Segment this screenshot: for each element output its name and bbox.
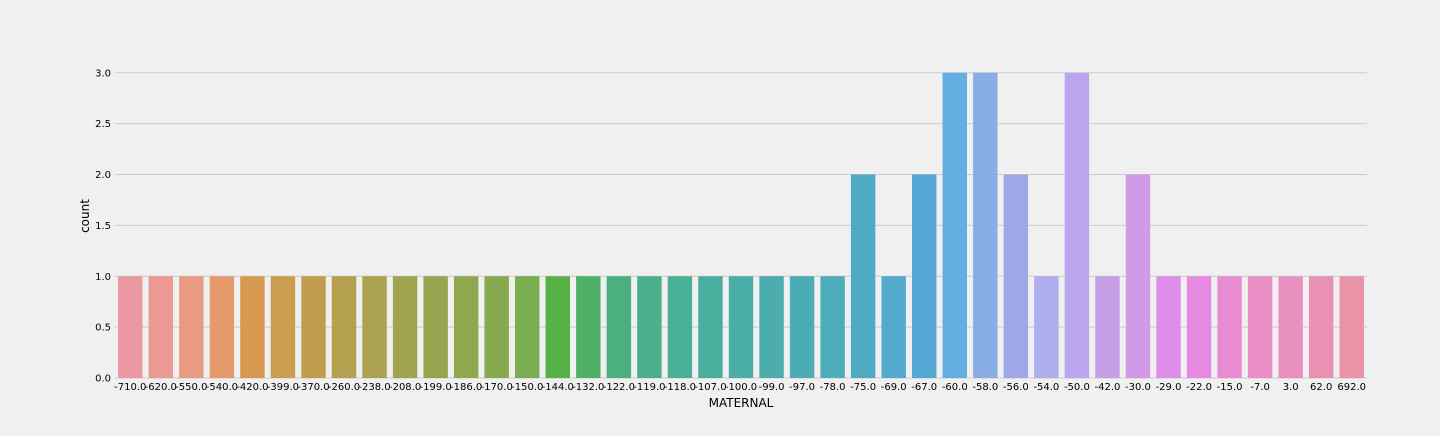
y-tick-label: 2.0 — [95, 170, 111, 181]
x-tick-label: -122.0 — [603, 382, 635, 393]
x-tick-label: -399.0 — [267, 382, 299, 393]
bar — [1339, 276, 1364, 378]
bar — [667, 276, 693, 378]
bar — [179, 276, 204, 378]
bar — [698, 276, 723, 378]
x-tick-label: -550.0 — [175, 382, 207, 393]
x-tick-label: -78.0 — [820, 382, 846, 393]
bar — [1308, 276, 1334, 378]
bar — [331, 276, 357, 378]
bar — [453, 276, 479, 378]
bar — [912, 174, 937, 378]
bar — [240, 276, 265, 378]
bar — [1217, 276, 1242, 378]
bar — [637, 276, 662, 378]
x-tick-label: -29.0 — [1156, 382, 1182, 393]
x-tick-label: -170.0 — [481, 382, 513, 393]
y-tick-label: 0.5 — [95, 323, 111, 334]
x-tick-label: -30.0 — [1125, 382, 1151, 393]
x-tick-label: -58.0 — [972, 382, 998, 393]
x-tick-label: 3.0 — [1283, 382, 1299, 393]
x-tick-label: -22.0 — [1186, 382, 1212, 393]
y-tick-label: 0.0 — [95, 374, 111, 385]
x-tick-label: -42.0 — [1095, 382, 1121, 393]
bar — [728, 276, 754, 378]
bar — [270, 276, 296, 378]
x-tick-label: -710.0 — [114, 382, 146, 393]
bars — [118, 72, 1364, 378]
x-tick-label: -144.0 — [542, 382, 574, 393]
x-axis-title: MATERNAL — [709, 396, 774, 410]
bar — [392, 276, 418, 378]
bar — [789, 276, 815, 378]
x-tick-label: -107.0 — [694, 382, 726, 393]
bar — [576, 276, 601, 378]
x-tick-label: -67.0 — [911, 382, 937, 393]
x-axis-ticks: -710.0-620.0-550.0-540.0-420.0-399.0-370… — [114, 382, 1366, 393]
x-tick-label: -56.0 — [1003, 382, 1029, 393]
x-tick-label: -69.0 — [881, 382, 907, 393]
x-tick-label: -150.0 — [511, 382, 543, 393]
bar — [1186, 276, 1212, 378]
bar — [881, 276, 906, 378]
bar — [1034, 276, 1059, 378]
y-axis-ticks: 0.0 0.5 1.0 1.5 2.0 2.5 3.0 — [95, 68, 111, 384]
bar — [850, 174, 876, 378]
x-tick-label: -420.0 — [236, 382, 268, 393]
x-tick-label: -60.0 — [942, 382, 968, 393]
bar — [209, 276, 235, 378]
bar — [118, 276, 143, 378]
bar — [1064, 72, 1090, 378]
x-tick-label: -370.0 — [297, 382, 329, 393]
x-tick-label: -620.0 — [145, 382, 177, 393]
bar — [942, 72, 967, 378]
x-tick-label: -100.0 — [725, 382, 757, 393]
bar — [606, 276, 632, 378]
x-tick-label: -7.0 — [1250, 382, 1270, 393]
x-tick-label: -238.0 — [358, 382, 390, 393]
x-tick-label: -15.0 — [1217, 382, 1243, 393]
y-tick-label: 2.5 — [95, 119, 111, 130]
bar — [148, 276, 174, 378]
x-tick-label: -54.0 — [1033, 382, 1059, 393]
x-tick-label: -99.0 — [759, 382, 785, 393]
x-tick-label: 692.0 — [1337, 382, 1366, 393]
x-tick-label: -75.0 — [850, 382, 876, 393]
bar — [1095, 276, 1120, 378]
x-tick-label: -540.0 — [206, 382, 238, 393]
bar — [515, 276, 540, 378]
y-tick-label: 1.5 — [95, 221, 111, 232]
x-tick-label: -208.0 — [389, 382, 421, 393]
x-tick-label: -119.0 — [633, 382, 665, 393]
x-tick-label: -50.0 — [1064, 382, 1090, 393]
bar — [423, 276, 448, 378]
x-tick-label: -186.0 — [450, 382, 482, 393]
y-axis-title: count — [78, 199, 92, 233]
bar — [973, 72, 998, 378]
bar — [1278, 276, 1303, 378]
x-tick-label: -97.0 — [789, 382, 815, 393]
bar — [1125, 174, 1151, 378]
x-tick-label: -118.0 — [664, 382, 696, 393]
bar — [759, 276, 784, 378]
bar — [820, 276, 845, 378]
y-tick-label: 3.0 — [95, 68, 111, 79]
bar — [484, 276, 509, 378]
bar — [1247, 276, 1273, 378]
bar — [545, 276, 570, 378]
x-tick-label: 62.0 — [1310, 382, 1332, 393]
x-tick-label: -260.0 — [328, 382, 360, 393]
x-tick-label: -199.0 — [420, 382, 452, 393]
bar — [362, 276, 387, 378]
bar — [1156, 276, 1181, 378]
bar — [301, 276, 326, 378]
bar — [1003, 174, 1029, 378]
x-tick-label: -132.0 — [572, 382, 604, 393]
y-tick-label: 1.0 — [95, 272, 111, 283]
